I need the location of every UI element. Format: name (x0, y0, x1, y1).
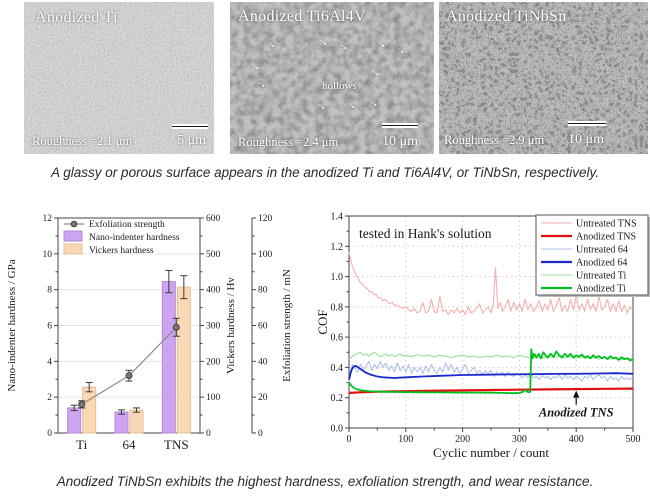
cof-line-untreated-ti (348, 351, 634, 361)
scale-label: 10 μm (382, 134, 418, 149)
x-tick-label: 200 (455, 434, 470, 445)
hv-tick-label: 400 (206, 286, 221, 296)
legend-marker-swatch (70, 220, 78, 228)
cof-line-anodized-ti (348, 348, 634, 395)
y-tick-label: 1.4 (331, 212, 344, 223)
hollows-label: hollows (322, 80, 357, 92)
y-tick-label: 0.8 (331, 302, 344, 313)
mn-tick-label: 100 (258, 250, 273, 260)
scale-bar (568, 121, 606, 126)
x-axis-title: Cyclic number / count (433, 445, 549, 460)
hv-tick-label: 600 (206, 214, 221, 224)
hanks-solution-note: tested in Hank's solution (359, 226, 492, 241)
caption-bottom: Anodized TiNbSn exhibits the highest har… (56, 474, 594, 489)
y-tick-label: 6 (47, 322, 52, 332)
legend-vickers-swatch (63, 243, 83, 255)
sem-panel-anodized-tinbsn: Anodized TiNbSn 10 μm Roughness =2.9 μm (439, 2, 648, 154)
x-tick-label: 0 (347, 434, 352, 445)
y-tick-label: 1.0 (331, 272, 344, 283)
legend-label: Untreated 64 (576, 245, 628, 256)
mn-tick-label: 80 (258, 286, 268, 296)
cof-line-untreated-64 (348, 360, 634, 383)
mn-tick-label: 120 (258, 214, 273, 224)
panel-title: Anodized TiNbSn (446, 8, 567, 25)
x-tick-label: 300 (512, 434, 527, 445)
nano-hardness-bar (67, 407, 82, 434)
mn-tick-label: 40 (258, 357, 268, 367)
sem-panel-anodized-ti6al4v: Anodized Ti6Al4V → → → → → → → → → → → h… (230, 2, 434, 154)
roughness-label: Roughness =2.4 μm (238, 135, 339, 149)
exfoliation-marker (78, 400, 86, 408)
mn-tick-label: 0 (258, 429, 263, 439)
hv-axis-title: Vickers hardness / Hv (225, 277, 237, 374)
legend-label: Anodized 64 (576, 258, 627, 269)
exfoliation-marker (125, 372, 133, 380)
cof-line-untreated-tns (348, 252, 634, 315)
legend-label: Anodized Ti (576, 284, 626, 295)
vickers-hardness-bar (129, 409, 144, 434)
nano-hardness-bar (114, 411, 129, 434)
hv-tick-label: 200 (206, 357, 221, 367)
legend-label: Untreated Ti (576, 271, 627, 282)
legend-label: Exfoliation strength (89, 219, 165, 230)
y-tick-label: 10 (43, 250, 53, 260)
category-label: Ti (76, 437, 87, 452)
hv-tick-label: 100 (206, 393, 221, 403)
legend-label: Nano-indenter hardness (89, 233, 180, 243)
mn-tick-label: 60 (258, 322, 268, 332)
category-label: TNS (164, 437, 189, 452)
nano-hardness-bar (161, 281, 176, 434)
legend-label: Untreated TNS (576, 219, 637, 230)
sem-texture-porous (439, 2, 648, 154)
hv-tick-label: 0 (206, 429, 211, 439)
legend-label: Vickers hardness (89, 246, 154, 256)
mn-tick-label: 20 (258, 393, 268, 403)
legend-box (535, 214, 649, 296)
vickers-hardness-bar (82, 386, 97, 434)
y-axis-title: COF (315, 309, 330, 334)
hv-tick-label: 500 (206, 250, 221, 260)
hardness-exfoliation-chart: 0246810120100200300400500600020406080100… (6, 214, 293, 452)
scale-bar (382, 123, 418, 128)
scale-label: 10 μm (568, 132, 604, 147)
legend-nano-swatch (63, 230, 83, 242)
roughness-label: Roughness =2.9 μm (444, 133, 545, 147)
y-tick-label: 4 (47, 357, 52, 367)
x-tick-label: 400 (569, 434, 584, 445)
caption-top: A glassy or porous surface appears in th… (51, 165, 599, 180)
x-tick-label: 100 (398, 434, 413, 445)
sem-texture-patchy (230, 2, 434, 154)
cof-line-anodized-64 (348, 364, 634, 380)
exfoliation-marker (172, 323, 180, 331)
anodized-tns-annotation: Anodized TNS (538, 406, 614, 420)
y-tick-label: 2 (47, 393, 52, 403)
roughness-label: Roughness =2.1 μm (32, 134, 133, 148)
y-tick-label: 0.4 (331, 363, 344, 374)
cof-wear-chart: 0.0 0.2 0.4 0.6 0.8 1.0 1.2 1.4 0 100 200 300 400 500… (315, 212, 650, 460)
vickers-hardness-bar (176, 286, 191, 434)
y-tick-label: 0 (47, 429, 52, 439)
scale-bar (172, 124, 208, 129)
annotation-arrowhead (573, 390, 580, 398)
x-tick-label: 500 (626, 434, 641, 445)
sem-panel-anodized-ti: Anodized Ti 5 μm Roughness =2.1 μm (24, 2, 214, 154)
panel-title: Anodized Ti (35, 9, 118, 26)
panel-title: Anodized Ti6Al4V (238, 8, 366, 25)
hv-tick-label: 300 (206, 322, 221, 332)
scale-label: 5 μm (177, 133, 206, 148)
y-tick-label: 0.0 (331, 424, 344, 435)
y-tick-label: 12 (43, 214, 53, 224)
y-tick-label: 0.6 (331, 333, 344, 344)
y-axis-title: Nano-indenter hardness / GPa (6, 259, 18, 391)
legend-label: Anodized TNS (576, 232, 636, 243)
y-tick-label: 1.2 (331, 242, 344, 253)
y-tick-label: 8 (47, 286, 52, 296)
category-label: 64 (123, 437, 137, 452)
mn-axis-title: Exfoliation strength / mN (281, 269, 293, 382)
y-tick-label: 0.2 (331, 393, 344, 404)
